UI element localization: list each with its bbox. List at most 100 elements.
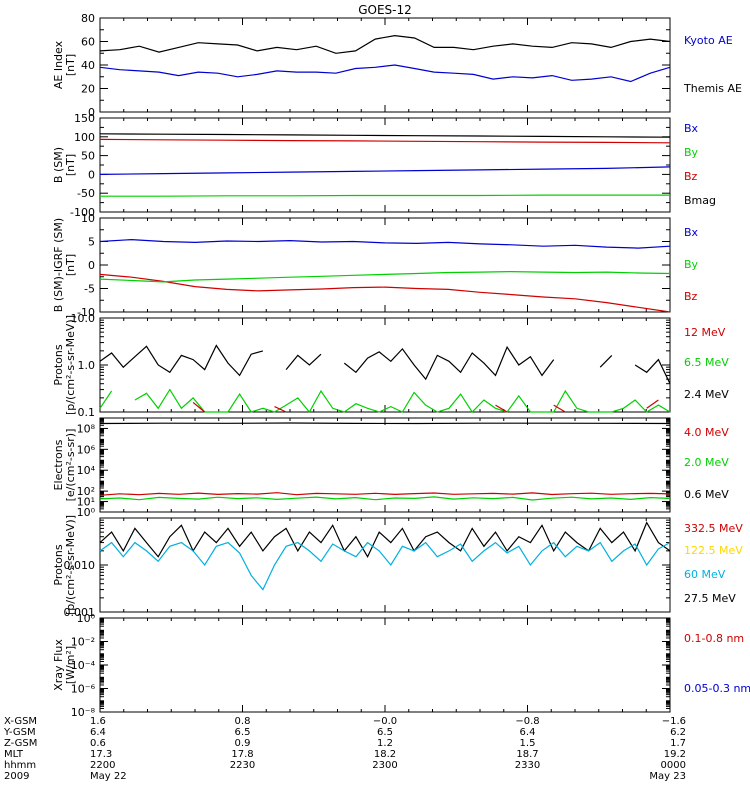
y-tick-label: 0 <box>88 106 95 119</box>
y-tick-label: 10.0 <box>71 312 96 325</box>
series-line <box>192 401 206 413</box>
ephemeris-value: 1.7 <box>670 738 686 749</box>
y-tick-label: -50 <box>77 187 95 200</box>
series-line <box>634 358 671 384</box>
panel-ae: 0 20 40 60 80 AE Index [nT] Kyoto AE Themis AE <box>52 12 742 119</box>
y-tick-label: 150 <box>74 112 95 125</box>
y-tick-label: 0.001 <box>64 606 96 619</box>
panel-bigrf: -10 -5 0 5 10 B (SM)-IGRF (SM) [nT] Bx By Bz <box>52 212 699 319</box>
ephemeris-value: 17.8 <box>231 749 253 760</box>
y-tick-label: 80 <box>81 12 95 25</box>
series-line <box>99 270 671 283</box>
ephemeris-value: May 22 <box>90 771 127 782</box>
y-axis-label: B (SM)-IGRF (SM) <box>52 218 65 312</box>
series-line <box>134 388 671 414</box>
legend-label: 2.4 MeV <box>684 388 729 401</box>
ephemeris-value: 2330 <box>515 760 540 771</box>
legend-label: 4.0 MeV <box>684 426 729 439</box>
ephemeris-value: 19.2 <box>664 749 686 760</box>
ephemeris-value: −1.6 <box>662 716 686 727</box>
y-axis-label: Xray Flux <box>52 639 65 691</box>
y-tick-label: 10⁻⁶ <box>71 683 96 696</box>
series-line <box>99 496 671 501</box>
ephemeris-row-label: hhmm <box>4 760 36 771</box>
y-tick-label: 10⁻⁸ <box>71 706 96 719</box>
ephemeris-value: 1.5 <box>520 738 536 749</box>
series-line <box>99 541 671 591</box>
ephemeris-value: −0.8 <box>515 716 539 727</box>
y-tick-label: 10⁻⁴ <box>71 659 96 672</box>
plot-frame <box>99 317 671 413</box>
plot-frame <box>99 517 671 613</box>
y-tick-label: -10 <box>77 306 95 319</box>
ephemeris-value: 18.2 <box>374 749 396 760</box>
series-line <box>285 353 322 370</box>
legend-label: 122.5 MeV <box>684 544 743 557</box>
y-tick-label: 50 <box>81 150 95 163</box>
y-tick-label: 10⁻² <box>71 636 95 649</box>
series-line <box>99 422 671 425</box>
panel-bsm: -100 -50 0 50 100 150 B (SM) [nT] Bx By Bz Bmag <box>52 112 716 219</box>
legend-label: Bx <box>684 122 699 135</box>
ephemeris-value: 0.9 <box>235 738 251 749</box>
y-axis-label: Protons <box>52 544 65 585</box>
ephemeris-row-label: Z-GSM <box>4 738 37 749</box>
ephemeris-value: 0.6 <box>90 738 106 749</box>
series-line <box>99 138 671 144</box>
series-line <box>646 399 659 409</box>
series-line <box>99 390 113 409</box>
series-line <box>274 406 287 413</box>
legend-label: 27.5 MeV <box>684 592 736 605</box>
legend-label: 2.0 MeV <box>684 456 729 469</box>
legend-label: 6.5 MeV <box>684 356 729 369</box>
series-line <box>99 238 671 249</box>
ephemeris-value: 17.3 <box>90 749 112 760</box>
series-line <box>343 345 555 381</box>
legend-label: 332.5 MeV <box>684 522 743 535</box>
ephemeris-value: −0.0 <box>373 716 397 727</box>
ephemeris-value: 6.4 <box>90 727 106 738</box>
series-line <box>99 344 264 377</box>
ephemeris-value: 2300 <box>372 760 397 771</box>
legend-label: 0.05-0.3 nm <box>684 682 750 695</box>
legend-label: 0.6 MeV <box>684 488 729 501</box>
ephemeris-value: 1.2 <box>377 738 393 749</box>
ephemeris-value: 2200 <box>90 760 115 771</box>
ephemeris-value: 18.7 <box>516 749 538 760</box>
ephemeris-row-label: Y-GSM <box>3 727 36 738</box>
y-axis-label: [p/(cm²-s-sr-MeV)] <box>64 515 77 615</box>
legend-label: 12 MeV <box>684 326 726 339</box>
ephemeris-table: X-GSMY-GSMZ-GSMMLThhmm20091.66.40.617.32… <box>3 716 686 782</box>
y-axis-label: Electrons <box>52 439 65 490</box>
ephemeris-value: 2230 <box>230 760 255 771</box>
ephemeris-value: 6.5 <box>235 727 251 738</box>
ephemeris-value: 6.2 <box>670 727 686 738</box>
y-tick-label: 10² <box>77 485 95 498</box>
y-axis-label: AE Index <box>52 40 65 89</box>
y-tick-label: 20 <box>81 83 95 96</box>
legend-label: Themis AE <box>683 82 742 95</box>
panel-xray: 10⁻⁸ 10⁻⁶ 10⁻⁴ 10⁻² 10⁰ Xray Flux [W/m²] 0.1-0.… <box>52 612 750 719</box>
y-axis-label: [p/(cm²-s-sr-MeV)] <box>64 315 77 415</box>
series-line <box>99 166 671 175</box>
legend-label: Bz <box>684 170 698 183</box>
series-line <box>553 404 566 413</box>
legend-label: Bx <box>684 226 699 239</box>
y-tick-label: 10⁰ <box>77 506 96 519</box>
y-tick-label: 1.0 <box>78 359 96 372</box>
plot-frame <box>99 17 671 113</box>
y-axis-label: [nT] <box>64 254 77 276</box>
legend-label: Kyoto AE <box>684 34 733 47</box>
y-axis-label: [e/(cm²-s-sr)] <box>64 429 77 502</box>
legend-label: Bz <box>684 290 698 303</box>
ephemeris-row-label: MLT <box>4 749 24 760</box>
series-line <box>599 354 613 368</box>
y-tick-label: 10⁸ <box>77 422 96 435</box>
y-tick-label: 5 <box>88 236 95 249</box>
y-axis-label: [nT] <box>64 154 77 176</box>
y-tick-label: 10¹ <box>77 496 95 509</box>
y-tick-label: 10⁴ <box>77 464 96 477</box>
